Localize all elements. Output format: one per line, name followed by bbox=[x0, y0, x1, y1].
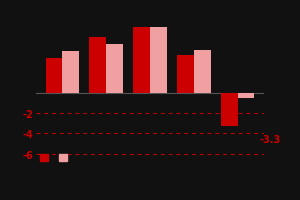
Bar bbox=[238, 94, 254, 99]
Bar bbox=[177, 55, 194, 94]
Bar bbox=[221, 94, 238, 127]
Bar bbox=[46, 58, 62, 94]
Bar bbox=[194, 50, 211, 94]
Bar bbox=[106, 45, 123, 94]
Legend: , : , bbox=[40, 154, 68, 163]
Bar bbox=[150, 28, 167, 94]
Text: -3.3: -3.3 bbox=[260, 134, 281, 144]
Bar bbox=[133, 28, 150, 94]
Bar bbox=[89, 38, 106, 94]
Bar bbox=[62, 51, 79, 94]
